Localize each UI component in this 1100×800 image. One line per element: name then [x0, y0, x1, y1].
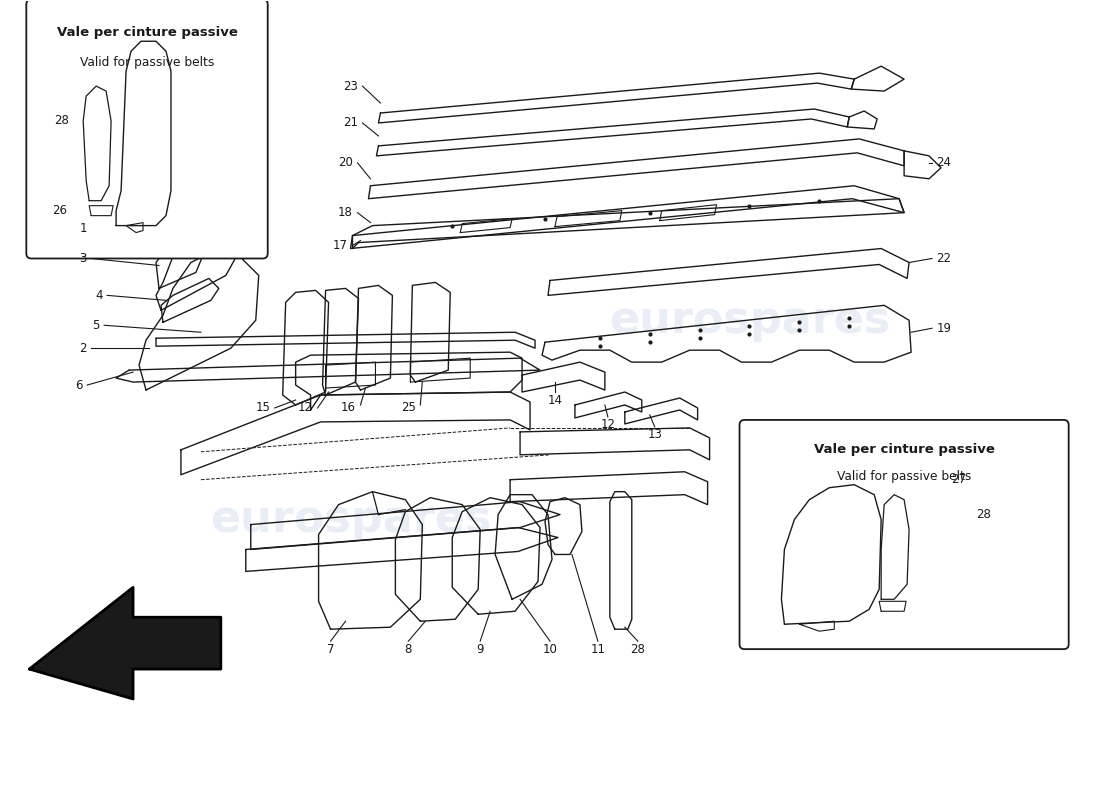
Text: 26: 26 [52, 204, 67, 217]
Text: 2: 2 [79, 342, 87, 354]
Text: 9: 9 [476, 642, 484, 656]
Text: 18: 18 [338, 206, 353, 219]
Text: Vale per cinture passive: Vale per cinture passive [814, 443, 994, 456]
Text: 11: 11 [591, 642, 605, 656]
FancyBboxPatch shape [739, 420, 1069, 649]
Text: 5: 5 [92, 318, 100, 332]
Polygon shape [781, 485, 881, 624]
Text: 15: 15 [255, 402, 271, 414]
Text: Valid for passive belts: Valid for passive belts [80, 56, 214, 69]
Text: 4: 4 [96, 289, 103, 302]
Text: 17: 17 [333, 239, 348, 252]
Text: 22: 22 [936, 252, 952, 265]
Text: 25: 25 [400, 402, 416, 414]
Text: eurospares: eurospares [608, 298, 890, 342]
Text: 28: 28 [977, 508, 991, 521]
Text: 16: 16 [341, 402, 356, 414]
Text: 19: 19 [936, 322, 952, 334]
Text: 3: 3 [79, 252, 87, 265]
Text: 14: 14 [548, 394, 562, 406]
Text: 6: 6 [76, 378, 82, 391]
Text: 21: 21 [343, 117, 358, 130]
FancyBboxPatch shape [26, 0, 267, 258]
Text: 24: 24 [936, 156, 952, 170]
Text: 13: 13 [647, 428, 662, 442]
Polygon shape [881, 494, 909, 599]
Text: 12: 12 [298, 402, 314, 414]
Text: Valid for passive belts: Valid for passive belts [837, 470, 971, 483]
Text: 12: 12 [601, 418, 615, 431]
Text: 20: 20 [338, 156, 353, 170]
Text: 28: 28 [630, 642, 646, 656]
Polygon shape [84, 86, 111, 201]
Polygon shape [30, 587, 221, 699]
Text: 1: 1 [79, 222, 87, 235]
Text: eurospares: eurospares [210, 498, 492, 541]
Text: 8: 8 [405, 642, 412, 656]
Text: Vale per cinture passive: Vale per cinture passive [56, 26, 238, 38]
Text: 7: 7 [327, 642, 334, 656]
Text: 23: 23 [343, 79, 358, 93]
Text: 10: 10 [542, 642, 558, 656]
Text: 28: 28 [54, 114, 68, 127]
Polygon shape [117, 42, 170, 226]
Text: 27: 27 [952, 474, 967, 486]
